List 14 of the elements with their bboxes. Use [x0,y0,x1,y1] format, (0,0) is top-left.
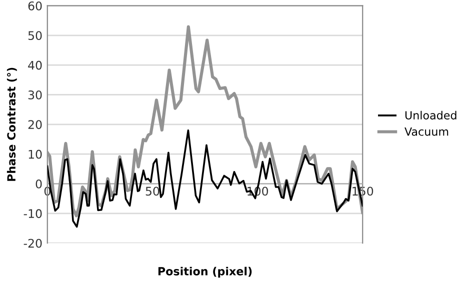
legend-label: Vacuum [404,128,448,136]
x-axis-title: Position (pixel) [158,266,252,278]
y-tick-label: 60 [28,1,42,10]
y-tick-label: 20 [28,120,42,130]
y-tick-label: 30 [28,90,42,100]
y-tick-label: -10 [24,209,42,218]
y-axis-title: Phase Contrast (°) [6,68,17,181]
y-tick-label: 10 [28,150,42,159]
y-tick-label: -20 [24,238,42,248]
y-tick-label: 0 [36,179,42,188]
y-tick-label: 50 [28,31,42,40]
y-tick-label: 40 [28,60,42,70]
legend-label: Unloaded [405,110,456,120]
x-tick-label: 50 [146,186,160,196]
